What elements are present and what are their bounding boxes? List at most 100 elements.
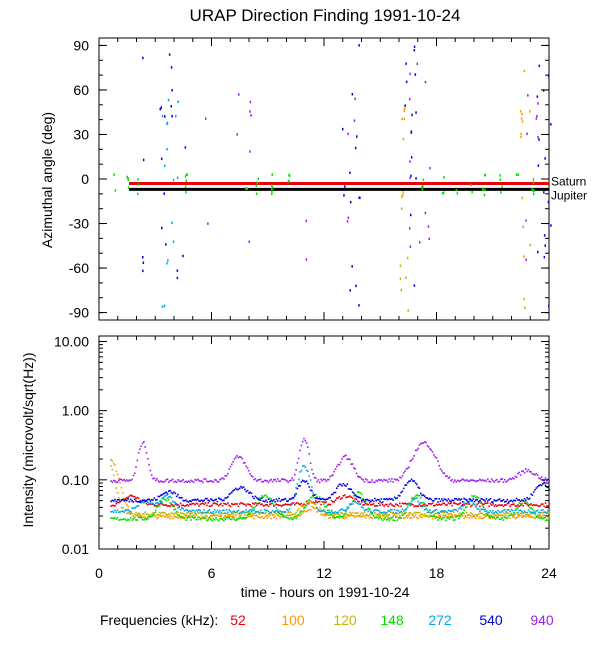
- intensity-point-540khz: [378, 498, 380, 501]
- intensity-point-52khz: [249, 504, 251, 506]
- intensity-point-940khz: [143, 441, 145, 443]
- intensity-point-100khz: [325, 514, 328, 517]
- intensity-point-540khz: [320, 498, 322, 501]
- intensity-point-100khz: [378, 515, 380, 517]
- azimuth-point-148khz: [127, 186, 130, 189]
- azimuth-ytick-label: -30: [69, 216, 89, 232]
- intensity-point-52khz: [194, 503, 196, 506]
- intensity-point-100khz: [341, 516, 343, 519]
- intensity-point-148khz: [249, 512, 251, 515]
- intensity-point-148khz: [279, 513, 282, 516]
- intensity-point-148khz: [384, 516, 387, 519]
- intensity-point-120khz: [206, 512, 208, 514]
- intensity-point-940khz: [203, 478, 205, 480]
- intensity-point-120khz: [174, 512, 177, 514]
- intensity-point-272khz: [295, 487, 297, 489]
- intensity-point-272khz: [318, 510, 321, 512]
- intensity-point-148khz: [370, 511, 372, 514]
- intensity-point-940khz: [539, 478, 541, 480]
- intensity-point-272khz: [276, 509, 279, 511]
- intensity-point-540khz: [283, 498, 286, 501]
- intensity-point-148khz: [456, 515, 459, 518]
- intensity-point-540khz: [202, 500, 204, 502]
- intensity-point-272khz: [221, 509, 224, 512]
- intensity-point-940khz: [223, 478, 225, 480]
- intensity-point-100khz: [476, 515, 478, 517]
- intensity-point-540khz: [366, 498, 368, 501]
- intensity-point-120khz: [245, 511, 247, 514]
- azimuth-plot-frame: [98, 37, 550, 321]
- intensity-point-52khz: [263, 504, 266, 507]
- intensity-point-148khz: [535, 516, 538, 518]
- intensity-point-540khz: [288, 498, 291, 500]
- intensity-point-540khz: [147, 498, 149, 501]
- intensity-point-540khz: [196, 498, 199, 500]
- intensity-point-272khz: [341, 508, 343, 510]
- intensity-point-540khz: [380, 498, 383, 500]
- intensity-point-100khz: [217, 515, 220, 517]
- intensity-point-272khz: [346, 506, 349, 509]
- intensity-point-272khz: [273, 511, 275, 513]
- intensity-point-100khz: [292, 516, 295, 519]
- intensity-point-272khz: [454, 508, 456, 511]
- intensity-point-52khz: [160, 502, 162, 505]
- intensity-point-540khz: [326, 498, 329, 500]
- intensity-point-940khz: [321, 479, 324, 482]
- intensity-point-272khz: [244, 511, 246, 514]
- intensity-point-540khz: [160, 494, 162, 497]
- intensity-point-120khz: [376, 513, 379, 516]
- intensity-point-52khz: [195, 502, 198, 505]
- intensity-point-272khz: [196, 509, 199, 512]
- intensity-point-100khz: [229, 515, 232, 518]
- intensity-point-120khz: [448, 513, 451, 515]
- intensity-point-940khz: [301, 440, 304, 443]
- intensity-point-272khz: [408, 503, 410, 505]
- intensity-point-940khz: [120, 478, 123, 481]
- intensity-point-272khz: [396, 509, 398, 512]
- intensity-point-940khz: [137, 452, 140, 454]
- intensity-point-940khz: [359, 476, 362, 479]
- intensity-point-52khz: [350, 496, 352, 498]
- intensity-point-148khz: [325, 505, 328, 508]
- intensity-point-272khz: [110, 511, 112, 513]
- intensity-point-272khz: [412, 498, 414, 501]
- intensity-point-120khz: [273, 513, 275, 516]
- intensity-point-120khz: [362, 513, 364, 515]
- intensity-point-940khz: [507, 478, 510, 481]
- intensity-point-940khz: [161, 481, 163, 483]
- intensity-point-540khz: [448, 500, 451, 502]
- intensity-point-940khz: [313, 476, 316, 479]
- intensity-point-940khz: [543, 479, 545, 482]
- azimuth-point-272khz: [177, 100, 179, 103]
- intensity-point-52khz: [363, 503, 366, 506]
- intensity-point-940khz: [265, 479, 267, 482]
- intensity-point-148khz: [401, 514, 404, 517]
- intensity-point-272khz: [492, 509, 494, 512]
- intensity-point-940khz: [253, 478, 255, 481]
- intensity-point-120khz: [347, 514, 350, 516]
- intensity-point-52khz: [498, 504, 501, 506]
- intensity-point-940khz: [534, 473, 536, 476]
- intensity-point-100khz: [518, 515, 520, 517]
- intensity-point-272khz: [179, 508, 182, 511]
- intensity-point-120khz: [116, 492, 119, 494]
- intensity-point-272khz: [389, 509, 392, 511]
- intensity-point-272khz: [401, 508, 404, 510]
- intensity-point-100khz: [477, 517, 480, 520]
- intensity-point-148khz: [181, 516, 183, 519]
- intensity-point-940khz: [299, 449, 301, 452]
- intensity-point-100khz: [296, 516, 299, 518]
- intensity-point-100khz: [328, 517, 330, 519]
- intensity-point-940khz: [128, 479, 131, 481]
- intensity-point-272khz: [200, 512, 203, 514]
- intensity-point-52khz: [429, 502, 431, 505]
- intensity-point-52khz: [294, 503, 296, 506]
- intensity-point-120khz: [438, 514, 440, 516]
- intensity-point-940khz: [194, 478, 196, 481]
- intensity-point-100khz: [179, 517, 182, 519]
- intensity-point-272khz: [489, 510, 492, 512]
- intensity-point-52khz: [169, 505, 171, 508]
- intensity-point-272khz: [129, 511, 132, 513]
- intensity-point-148khz: [542, 517, 544, 520]
- intensity-point-940khz: [421, 442, 423, 445]
